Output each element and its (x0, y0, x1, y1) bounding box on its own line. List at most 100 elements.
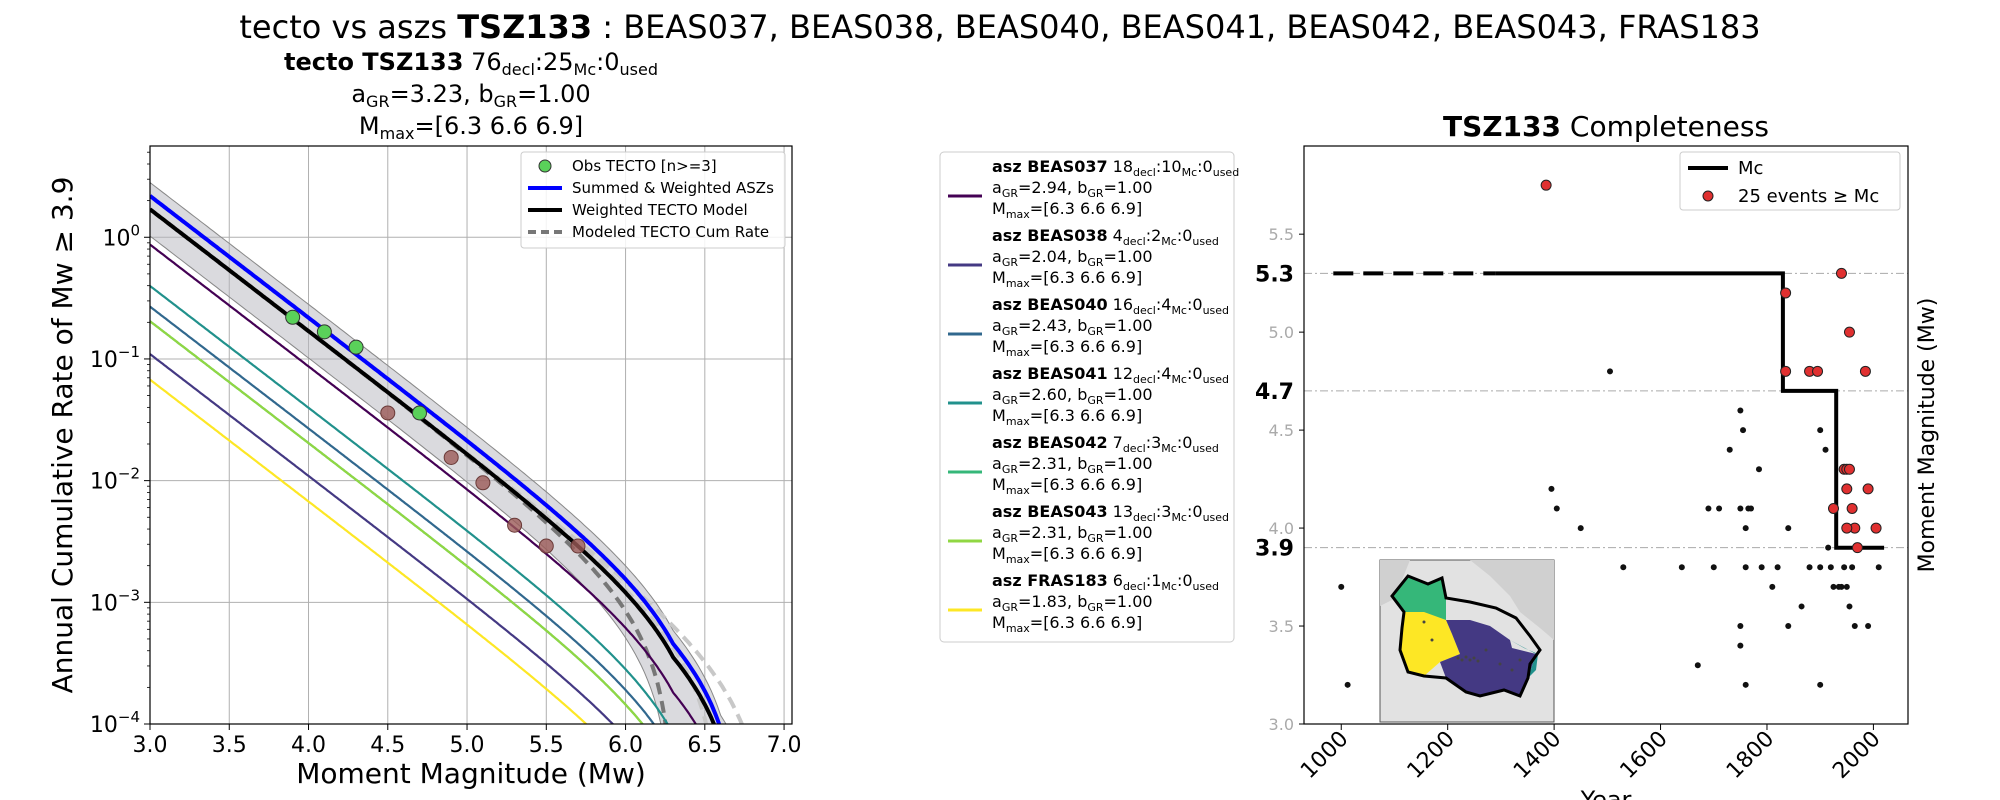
event-below-mc (1875, 564, 1882, 571)
left-x-tick-label: 4.5 (370, 733, 405, 758)
event-below-mc (1737, 642, 1744, 649)
asz-line-beas040 (150, 305, 656, 724)
left-title-nmc: 25 (543, 48, 574, 76)
right-y-tick-label: 5.0 (1269, 323, 1294, 342)
event-below-mc (1838, 583, 1845, 590)
asz-legend-gr: aGR=2.43, bGR=1.00 (992, 316, 1153, 338)
event-below-mc (1726, 446, 1733, 453)
right-title-zone: TSZ133 (1443, 110, 1561, 143)
figure-title: tecto vs aszs TSZ133 : BEAS037, BEAS038,… (239, 8, 1760, 46)
right-legend-box (1679, 151, 1901, 211)
left-title-nused: 0 (604, 48, 619, 76)
event-above-mc (1843, 463, 1855, 475)
event-below-mc (1865, 623, 1872, 630)
left-y-ticks: 10−4 10−3 10−2 10−1 100 (90, 151, 150, 738)
event-below-mc (1758, 564, 1765, 571)
event-below-mc (1755, 466, 1762, 473)
asz-legend-mmax: Mmax=[6.3 6.6 6.9] (992, 268, 1142, 290)
map-zone-beas-north (1392, 576, 1446, 620)
asz-legend-gr: aGR=2.60, bGR=1.00 (992, 385, 1153, 407)
event-above-mc (1780, 287, 1792, 299)
right-x-tick-label: 1400 (1509, 727, 1566, 784)
event-below-mc (1806, 564, 1813, 571)
event-below-mc (1827, 564, 1834, 571)
left-x-tick-label: 5.0 (450, 733, 485, 758)
map-zone-outline (1390, 574, 1542, 698)
legend-modeled-label: Modeled TECTO Cum Rate (572, 223, 769, 241)
event-below-mc (1817, 681, 1824, 688)
asz-legend-mmax: Mmax=[6.3 6.6 6.9] (992, 613, 1142, 635)
obs-other-point (443, 449, 459, 465)
asz-legend-gr: aGR=2.94, bGR=1.00 (992, 178, 1153, 200)
event-below-mc (1742, 525, 1749, 532)
right-plot-frame (1303, 145, 1909, 725)
right-y-tick-label: 5.5 (1269, 225, 1294, 244)
event-below-mc (1846, 603, 1853, 610)
event-above-mc (1841, 522, 1853, 534)
obs-tecto-points (285, 309, 427, 421)
asz-legend-name: asz BEAS041 12decl:4Mc:0used (992, 364, 1229, 386)
asz-legend-mmax: Mmax=[6.3 6.6 6.9] (992, 544, 1142, 566)
event-below-mc (1785, 525, 1792, 532)
left-title-mmax: [6.3 6.6 6.9] (435, 112, 584, 140)
right-x-ticks: 1000 1200 1400 1600 1800 2000 (1296, 724, 1886, 784)
right-x-tick-label: 1800 (1722, 727, 1779, 784)
left-title-zone: tecto TSZ133 (284, 48, 463, 76)
events-above-mc (1540, 179, 1882, 554)
map-zone-beas-east (1510, 640, 1538, 678)
event-above-mc (1827, 502, 1839, 514)
left-legend-box (520, 151, 786, 249)
event-below-mc (1694, 662, 1701, 669)
mc-value-labels: 5.3 4.7 3.9 (1255, 262, 1294, 561)
event-below-mc (1705, 505, 1712, 512)
event-below-mc (1825, 544, 1832, 551)
event-below-mc (1344, 681, 1351, 688)
event-above-mc (1870, 522, 1882, 534)
event-below-mc (1798, 603, 1805, 610)
legend-obs-tecto-marker (538, 159, 552, 173)
asz-legend-name: asz BEAS038 4decl:2Mc:0used (992, 226, 1219, 248)
left-panel-title: tecto TSZ133 76decl:25Mc:0used aGR=3.23,… (284, 48, 658, 143)
obs-tecto-point (348, 339, 364, 355)
right-x-tick-label: 1200 (1403, 727, 1460, 784)
event-above-mc (1843, 326, 1855, 338)
asz-line-beas037 (150, 243, 698, 724)
right-x-axis-label: Year (1580, 786, 1632, 800)
event-below-mc (1841, 564, 1848, 571)
right-x-tick-label: 2000 (1828, 727, 1885, 784)
event-below-mc (1338, 583, 1345, 590)
right-x-tick-label: 1000 (1296, 727, 1353, 784)
event-below-mc (1577, 525, 1584, 532)
left-title-line3: Mmax=[6.3 6.6 6.9] (359, 112, 583, 143)
asz-line-beas038 (150, 353, 615, 724)
mc-value-label: 5.3 (1255, 262, 1294, 287)
asz-series-lines (150, 243, 698, 724)
event-above-mc (1841, 483, 1853, 495)
event-below-mc (1678, 564, 1685, 571)
right-y-axis-label: Moment Magnitude (Mw) (1915, 298, 1940, 573)
left-title-bgr: 1.00 (537, 80, 590, 108)
right-panel-title: TSZ133 Completeness (1443, 110, 1769, 143)
asz-line-beas043 (150, 320, 644, 724)
event-above-mc (1862, 483, 1874, 495)
map-sea-area-west (1380, 560, 1410, 606)
left-y-axis-label: Annual Cumulative Rate of Mw ≥ 3.9 (46, 177, 79, 694)
left-x-tick-label: 7.0 (767, 733, 802, 758)
event-below-mc (1830, 583, 1837, 590)
left-title-line2: aGR=3.23, bGR=1.00 (351, 80, 590, 111)
asz-legend-gr: aGR=2.04, bGR=1.00 (992, 247, 1153, 269)
right-legend: Mc 25 events ≥ Mc (1679, 151, 1901, 211)
event-below-mc (1620, 564, 1627, 571)
asz-legend-gr: aGR=2.31, bGR=1.00 (992, 454, 1153, 476)
legend-tecto-label: Weighted TECTO Model (572, 201, 748, 219)
left-title-agr: 3.23 (410, 80, 463, 108)
event-above-mc (1835, 267, 1847, 279)
event-below-mc (1710, 564, 1717, 571)
asz-legend-mmax: Mmax=[6.3 6.6 6.9] (992, 475, 1142, 497)
event-below-mc (1817, 564, 1824, 571)
legend-mc-label: Mc (1738, 158, 1763, 179)
event-below-mc (1742, 681, 1749, 688)
left-x-tick-label: 3.5 (212, 733, 247, 758)
event-below-mc (1774, 564, 1781, 571)
